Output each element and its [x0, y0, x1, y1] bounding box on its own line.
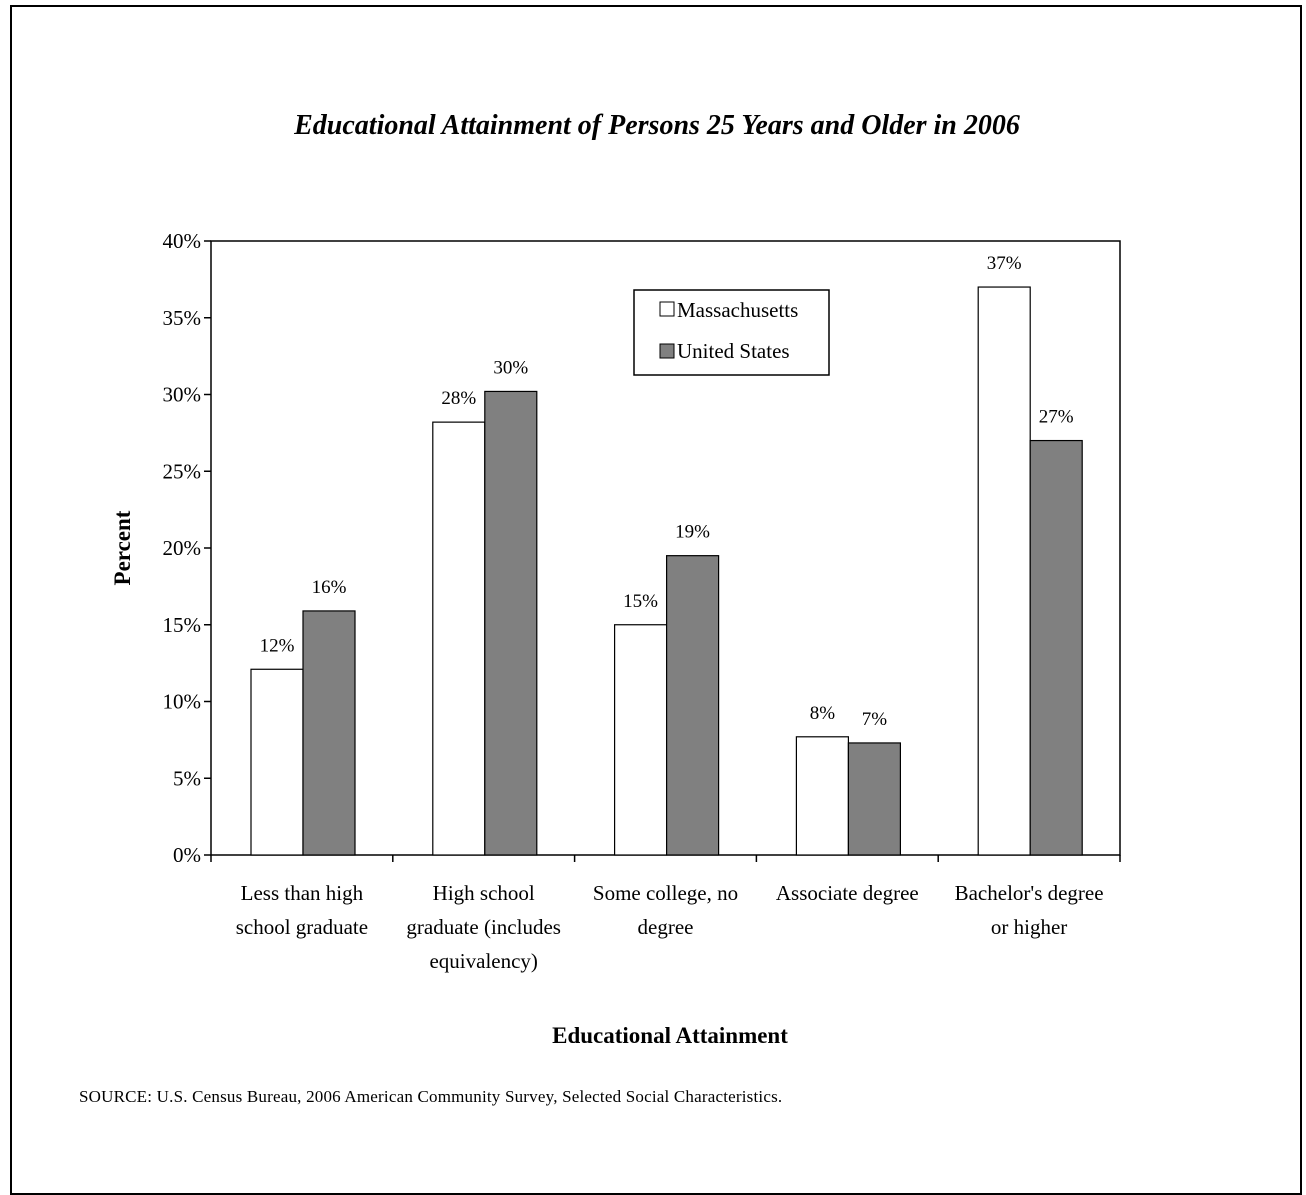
x-tick-label: Some college, no [593, 881, 738, 905]
x-tick-label: Bachelor's degree [955, 881, 1104, 905]
x-tick-label: graduate (includes [406, 915, 561, 939]
bar [847, 742, 902, 856]
y-tick-label: 30% [163, 383, 202, 407]
legend: Massachusetts United States [633, 289, 830, 376]
bars [250, 286, 1083, 856]
bar [977, 286, 1031, 856]
x-axis: Less than high school graduate High school… [210, 855, 1121, 973]
data-label: 28% [441, 388, 476, 409]
bar [1029, 439, 1083, 856]
x-tick-label: school graduate [236, 915, 368, 939]
bar [795, 736, 850, 856]
y-tick-label: 25% [163, 459, 202, 483]
y-tick-label: 10% [163, 690, 202, 714]
x-tick-label: or higher [991, 915, 1067, 939]
bar [302, 610, 356, 856]
y-axis: 0% 5% 10% 15% 20% 25% 30% 35% 40% [163, 229, 211, 867]
data-label: 16% [312, 577, 347, 598]
legend-label-massachusetts: Massachusetts [677, 298, 798, 322]
y-tick-label: 15% [163, 613, 202, 637]
x-tick-label: Associate degree [776, 881, 919, 905]
chart-title: Educational Attainment of Persons 25 Yea… [293, 110, 1020, 141]
bar-labels: 12% 28% 15% 8% 37% 16% 30% 19% 7% 27% [260, 253, 1074, 730]
bar [432, 421, 486, 856]
data-label: 8% [810, 703, 836, 724]
y-tick-label: 40% [163, 229, 202, 253]
data-label: 15% [623, 591, 658, 612]
data-label: 19% [675, 522, 710, 543]
bar [613, 624, 668, 856]
x-tick-label: degree [638, 915, 694, 939]
data-label: 30% [493, 357, 528, 378]
x-axis-label: Educational Attainment [552, 1023, 788, 1048]
data-label: 27% [1039, 407, 1074, 428]
y-tick-label: 20% [163, 536, 202, 560]
bar [484, 390, 538, 856]
bar [250, 668, 304, 856]
y-tick-label: 0% [173, 843, 201, 867]
legend-swatch-massachusetts [659, 301, 675, 317]
bar [665, 555, 720, 856]
legend-label-united-states: United States [677, 339, 790, 363]
y-tick-label: 35% [163, 306, 202, 330]
y-axis-label: Percent [110, 510, 135, 585]
data-label: 12% [260, 635, 295, 656]
x-tick-label: equivalency) [429, 949, 537, 973]
x-tick-label: High school [433, 881, 535, 905]
legend-swatch-united-states [659, 343, 675, 359]
source-note: SOURCE: U.S. Census Bureau, 2006 America… [79, 1087, 783, 1106]
y-tick-label: 5% [173, 766, 201, 790]
data-label: 37% [987, 253, 1022, 274]
data-label: 7% [862, 709, 888, 730]
x-tick-label: Less than high [241, 881, 364, 905]
